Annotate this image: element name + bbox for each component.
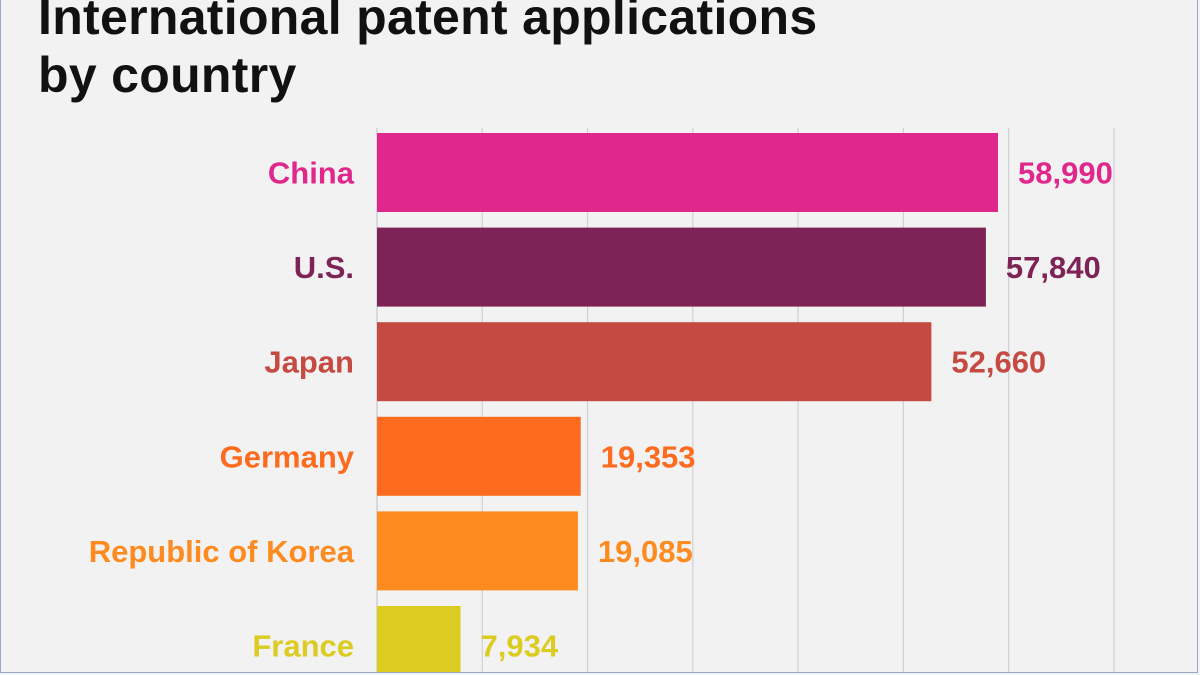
- value-label: 57,840: [1006, 250, 1101, 285]
- value-label: 7,934: [481, 629, 559, 664]
- value-label: 58,990: [1018, 156, 1113, 191]
- chart-title-line-1: International patent applications: [38, 0, 818, 45]
- chart-title-line-2: by country: [38, 47, 297, 103]
- category-label: France: [252, 629, 354, 664]
- category-label: Japan: [264, 345, 354, 380]
- bar-republic-of-korea: [377, 511, 578, 591]
- value-label: 19,353: [601, 439, 696, 474]
- chart-title: International patent applications by cou…: [38, 0, 1038, 104]
- category-label: Republic of Korea: [89, 534, 355, 569]
- category-label: China: [268, 156, 355, 191]
- category-label: Germany: [220, 439, 355, 474]
- bar-japan: [377, 322, 932, 402]
- category-label: U.S.: [294, 250, 354, 285]
- bar-germany: [377, 416, 581, 496]
- gridlines: [376, 128, 1115, 672]
- bar-france: [377, 606, 461, 672]
- bar-china: [377, 133, 998, 212]
- bar-u-s-: [377, 227, 986, 307]
- value-label: 52,660: [951, 345, 1046, 380]
- value-label: 19,085: [598, 534, 693, 569]
